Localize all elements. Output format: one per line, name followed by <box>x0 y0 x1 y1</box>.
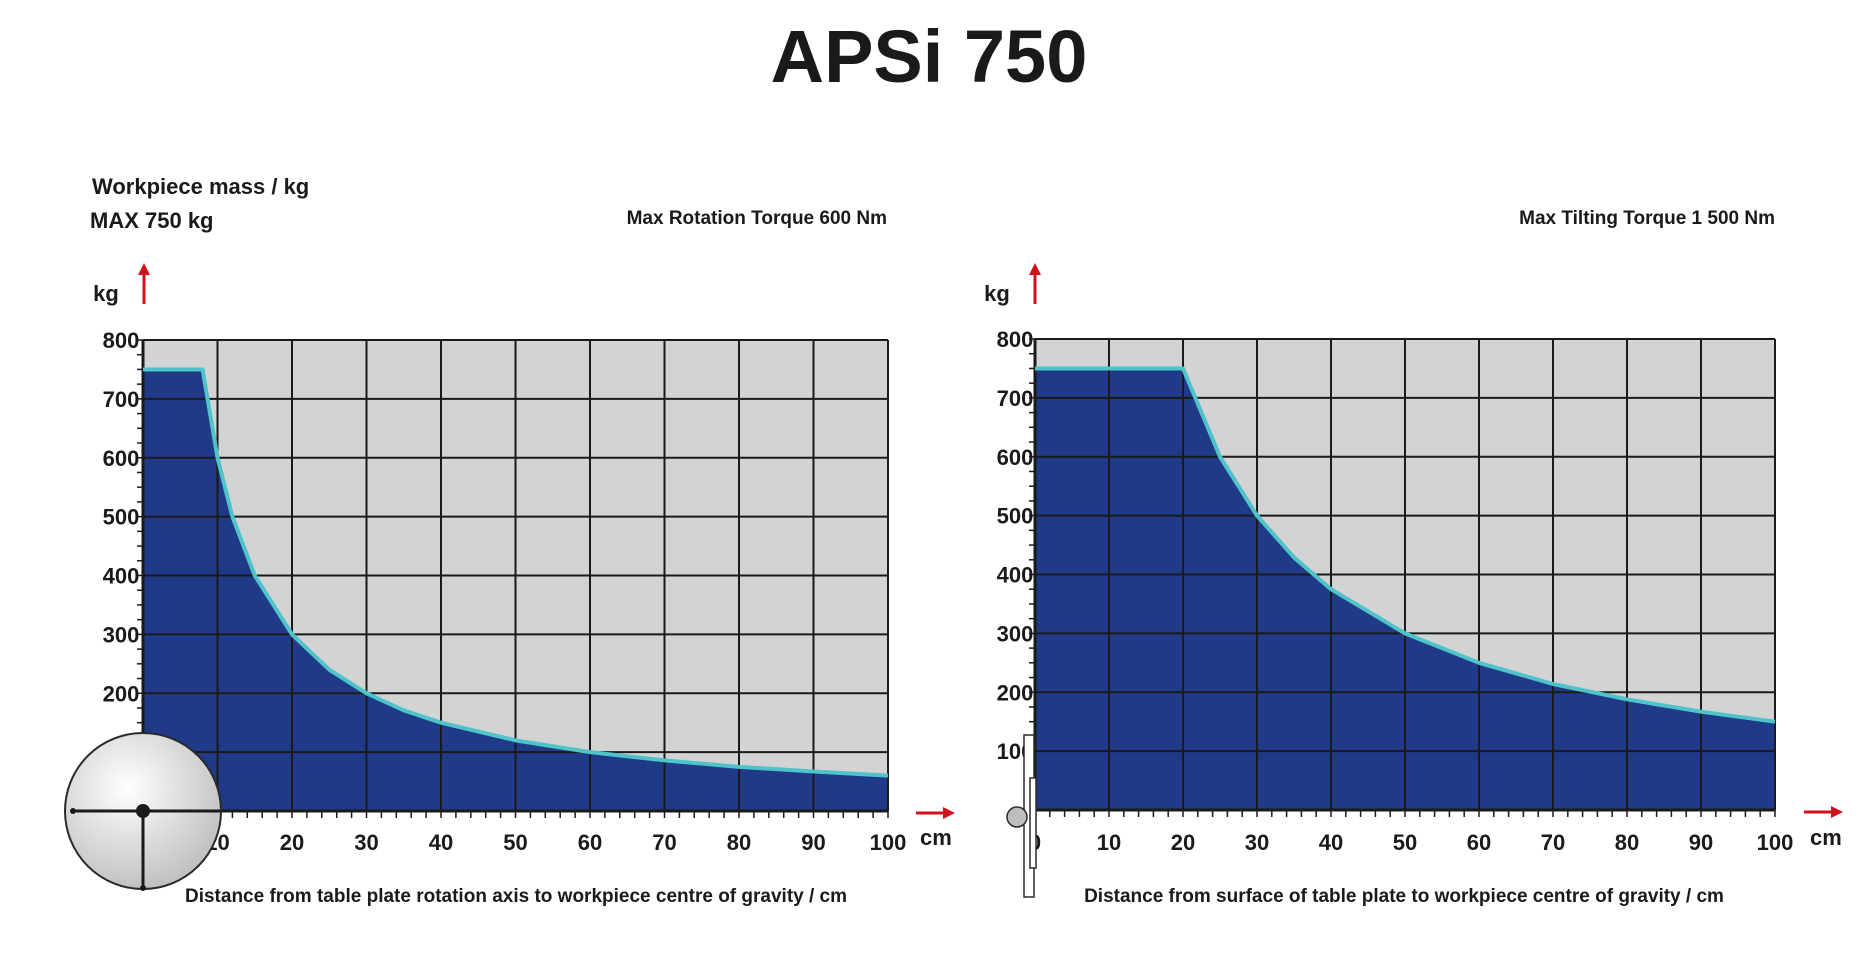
y-tick-label: 700 <box>103 387 140 412</box>
x-tick-label: 40 <box>429 830 453 855</box>
x-tick-label: 20 <box>1171 830 1195 855</box>
y-tick-label: 800 <box>103 328 140 353</box>
x-axis-arrow-head <box>943 807 955 819</box>
y-tick-label: 600 <box>103 446 140 471</box>
x-tick-label: 50 <box>1393 830 1417 855</box>
capacity-curve <box>1035 366 1776 724</box>
capacity-area <box>143 369 888 811</box>
y-axis-unit: kg <box>984 281 1010 306</box>
capacity-curve <box>143 367 889 778</box>
x-axis-unit: cm <box>1810 825 1842 850</box>
x-axis-label: Distance from surface of table plate to … <box>1084 886 1724 907</box>
y-tick-label: 400 <box>103 564 140 589</box>
x-tick-label: 100 <box>1757 830 1794 855</box>
x-tick-label: 90 <box>1689 830 1713 855</box>
x-tick-label: 60 <box>578 830 602 855</box>
x-tick-label: 60 <box>1467 830 1491 855</box>
x-tick-label: 20 <box>280 830 304 855</box>
tilt-axis-circle <box>1006 806 1028 828</box>
x-tick-label: 70 <box>1541 830 1565 855</box>
rotation-table-icon <box>64 732 222 891</box>
x-axis-unit: cm <box>920 825 952 850</box>
y-axis-unit: kg <box>93 281 119 306</box>
x-axis-arrow-head <box>1831 806 1843 818</box>
chart-2: 1002003004005006007008000102030405060708… <box>984 208 1843 907</box>
y-tick-label: 300 <box>997 621 1034 646</box>
tilting-table-icon <box>1006 734 1037 898</box>
x-tick-label: 40 <box>1319 830 1343 855</box>
y-tick-label: 400 <box>997 563 1034 588</box>
x-tick-label: 80 <box>1615 830 1639 855</box>
chart-1: 1002003004005006007008000102030405060708… <box>93 208 955 907</box>
y-tick-label: 300 <box>103 622 140 647</box>
x-tick-label: 30 <box>354 830 378 855</box>
max-mass-label: MAX 750 kg <box>90 208 214 233</box>
y-tick-label: 700 <box>997 386 1034 411</box>
chart-subtitle: Max Rotation Torque 600 Nm <box>627 208 887 229</box>
table-plate-edge <box>1029 777 1037 869</box>
page-title: APSi 750 <box>770 15 1088 98</box>
x-axis-label: Distance from table plate rotation axis … <box>185 886 847 907</box>
y-axis-title: Workpiece mass / kg <box>92 174 310 199</box>
y-tick-label: 800 <box>997 327 1034 352</box>
rotation-axis-dot <box>136 804 150 818</box>
y-tick-label: 500 <box>103 505 140 530</box>
x-tick-label: 80 <box>727 830 751 855</box>
y-axis-arrow-head <box>1029 263 1041 275</box>
x-tick-label: 30 <box>1245 830 1269 855</box>
capacity-area <box>1035 368 1775 810</box>
x-tick-label: 50 <box>503 830 527 855</box>
y-axis-arrow-head <box>138 263 150 275</box>
y-tick-label: 200 <box>997 680 1034 705</box>
x-tick-label: 70 <box>652 830 676 855</box>
y-tick-label: 500 <box>997 504 1034 529</box>
chart-subtitle: Max Tilting Torque 1 500 Nm <box>1519 208 1775 229</box>
x-tick-label: 90 <box>801 830 825 855</box>
axis-end-dot <box>70 808 76 814</box>
x-tick-label: 10 <box>1097 830 1121 855</box>
y-tick-label: 200 <box>103 681 140 706</box>
y-tick-label: 600 <box>997 445 1034 470</box>
axis-end-dot <box>140 885 146 891</box>
x-tick-label: 100 <box>870 830 907 855</box>
